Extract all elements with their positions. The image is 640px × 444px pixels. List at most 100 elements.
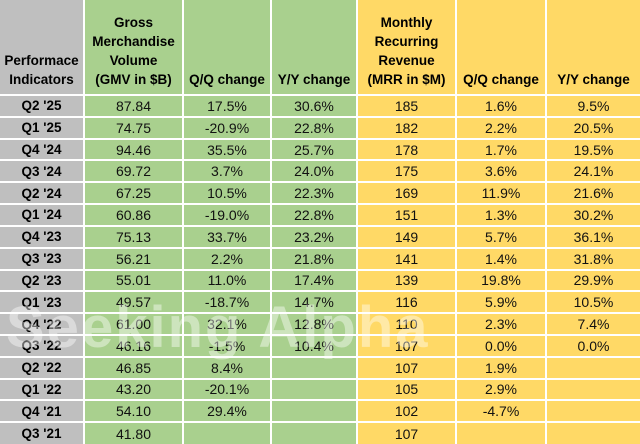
quarter-label: Q2 '23 — [0, 269, 85, 293]
gmv-value: 46.16 — [84, 334, 184, 358]
mrr-yy-value: 21.6% — [546, 182, 640, 206]
mrr-yy-value: 10.5% — [546, 291, 640, 315]
table-row: Q2 '22 46.85 8.4% 107 1.9% — [0, 356, 640, 380]
mrr-value: 185 — [357, 95, 457, 118]
mrr-value: 175 — [357, 160, 457, 184]
table-body: Q2 '25 87.84 17.5% 30.6% 185 1.6% 9.5% Q1 '25 74… — [0, 95, 640, 444]
table-row: Q2 '24 67.25 10.5% 22.3% 169 11.9% 21.6% — [0, 182, 640, 206]
gmv-qq-value: 10.5% — [183, 182, 272, 206]
gmv-value: 56.21 — [84, 247, 184, 271]
mrr-value: 182 — [357, 116, 457, 140]
gmv-yy-value: 10.4% — [271, 334, 358, 358]
gmv-yy-value: 22.8% — [271, 116, 358, 140]
mrr-yy-value — [546, 400, 640, 424]
gmv-yy-value — [271, 400, 358, 424]
header-line: (GMV in $B) — [95, 72, 172, 87]
mrr-qq-value: 2.9% — [456, 378, 547, 402]
mrr-yy-change-header: Y/Y change — [546, 0, 640, 96]
gmv-yy-value — [271, 356, 358, 380]
gmv-qq-value: -20.1% — [183, 378, 272, 402]
mrr-qq-value: 3.6% — [456, 160, 547, 184]
mrr-value: 107 — [357, 422, 457, 444]
table-row: Q1 '24 60.86 -19.0% 22.8% 151 1.3% 30.2% — [0, 204, 640, 227]
mrr-value: 102 — [357, 400, 457, 424]
mrr-qq-value: 2.2% — [456, 116, 547, 140]
gmv-yy-value — [271, 378, 358, 402]
gmv-yy-change-header: Y/Y change — [271, 0, 358, 96]
mrr-yy-value: 36.1% — [546, 225, 640, 249]
gmv-yy-value: 14.7% — [271, 291, 358, 315]
gmv-qq-value: 29.4% — [183, 400, 272, 424]
gmv-qq-value: 3.7% — [183, 160, 272, 184]
mrr-header: Monthly Recurring Revenue (MRR in $M) — [357, 0, 457, 96]
quarter-label: Q2 '25 — [0, 95, 85, 118]
mrr-qq-value: 5.7% — [456, 225, 547, 249]
quarter-label: Q3 '21 — [0, 422, 85, 444]
table-row: Q1 '23 49.57 -18.7% 14.7% 116 5.9% 10.5% — [0, 291, 640, 315]
header-row: Performace Indicators Gross Merchandise … — [0, 0, 640, 96]
mrr-qq-value: -4.7% — [456, 400, 547, 424]
quarter-label: Q3 '24 — [0, 160, 85, 184]
mrr-yy-value: 19.5% — [546, 138, 640, 162]
gmv-qq-value: -20.9% — [183, 116, 272, 140]
mrr-value: 110 — [357, 313, 457, 336]
header-line: Monthly — [380, 15, 433, 30]
table-row: Q3 '24 69.72 3.7% 24.0% 175 3.6% 24.1% — [0, 160, 640, 184]
gmv-value: 46.85 — [84, 356, 184, 380]
table-header: Performace Indicators Gross Merchandise … — [0, 0, 640, 96]
table-row: Q1 '22 43.20 -20.1% 105 2.9% — [0, 378, 640, 402]
header-line: (MRR in $M) — [367, 72, 446, 87]
gmv-qq-value: 8.4% — [183, 356, 272, 380]
mrr-yy-value — [546, 422, 640, 444]
mrr-value: 105 — [357, 378, 457, 402]
gmv-qq-value: -19.0% — [183, 204, 272, 227]
table-row: Q1 '25 74.75 -20.9% 22.8% 182 2.2% 20.5% — [0, 116, 640, 140]
gmv-value: 49.57 — [84, 291, 184, 315]
gmv-qq-value: 32.1% — [183, 313, 272, 336]
gmv-qq-value: 2.2% — [183, 247, 272, 271]
gmv-value: 75.13 — [84, 225, 184, 249]
gmv-yy-value: 30.6% — [271, 95, 358, 118]
mrr-qq-value: 11.9% — [456, 182, 547, 206]
mrr-yy-value — [546, 378, 640, 402]
gmv-qq-value: -18.7% — [183, 291, 272, 315]
quarter-label: Q2 '22 — [0, 356, 85, 380]
mrr-yy-value: 29.9% — [546, 269, 640, 293]
quarter-label: Q3 '23 — [0, 247, 85, 271]
table-row: Q4 '23 75.13 33.7% 23.2% 149 5.7% 36.1% — [0, 225, 640, 249]
header-line: Recurring — [374, 34, 439, 49]
mrr-yy-value: 0.0% — [546, 334, 640, 358]
gmv-yy-value: 17.4% — [271, 269, 358, 293]
gmv-value: 61.00 — [84, 313, 184, 336]
quarter-label: Q1 '22 — [0, 378, 85, 402]
mrr-value: 139 — [357, 269, 457, 293]
quarter-label: Q1 '23 — [0, 291, 85, 315]
mrr-qq-change-header: Q/Q change — [456, 0, 547, 96]
gmv-qq-value: 35.5% — [183, 138, 272, 162]
gmv-yy-value: 23.2% — [271, 225, 358, 249]
gmv-qq-change-header: Q/Q change — [183, 0, 272, 96]
quarter-label: Q4 '22 — [0, 313, 85, 336]
table-row: Q4 '21 54.10 29.4% 102 -4.7% — [0, 400, 640, 424]
gmv-value: 60.86 — [84, 204, 184, 227]
header-line: Gross — [113, 15, 154, 30]
gmv-value: 54.10 — [84, 400, 184, 424]
gmv-yy-value: 24.0% — [271, 160, 358, 184]
mrr-qq-value: 1.7% — [456, 138, 547, 162]
gmv-yy-value: 22.8% — [271, 204, 358, 227]
mrr-qq-value: 1.3% — [456, 204, 547, 227]
mrr-qq-value: 5.9% — [456, 291, 547, 315]
mrr-value: 141 — [357, 247, 457, 271]
gmv-value: 69.72 — [84, 160, 184, 184]
gmv-value: 43.20 — [84, 378, 184, 402]
quarter-label: Q4 '23 — [0, 225, 85, 249]
header-line: Revenue — [378, 53, 435, 68]
mrr-qq-value: 0.0% — [456, 334, 547, 358]
mrr-yy-value: 30.2% — [546, 204, 640, 227]
gmv-yy-value: 25.7% — [271, 138, 358, 162]
header-line: Merchandise — [92, 34, 175, 49]
gmv-yy-value — [271, 422, 358, 444]
table-row: Q4 '22 61.00 32.1% 12.8% 110 2.3% 7.4% — [0, 313, 640, 336]
